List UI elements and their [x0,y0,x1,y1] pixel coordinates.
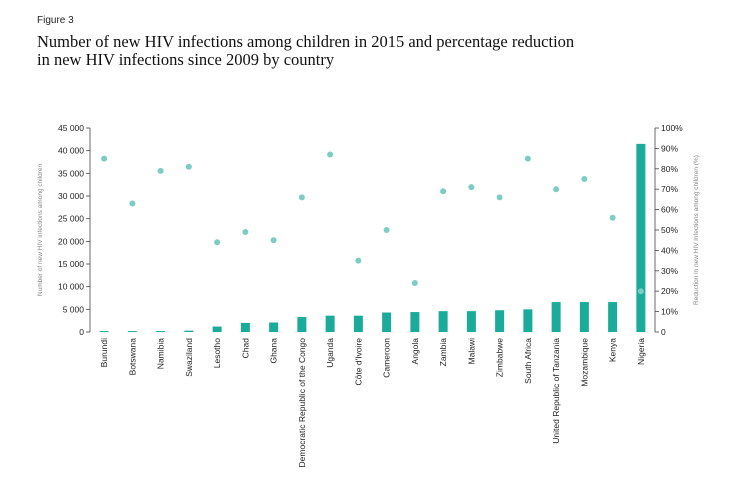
category-label: Lesotho [212,338,222,369]
bar [353,315,363,332]
left-tick-label: 45 000 [58,123,84,133]
y-axis-title: Number of new HIV infections among child… [37,164,44,297]
category-label: Botswana [127,338,137,376]
bar [184,330,194,332]
left-tick-label: 10 000 [58,282,84,292]
bar [410,312,420,332]
category-label: Ghana [269,338,279,364]
category-label: Democratic Republic of the Congo [297,338,307,468]
left-axis: 0 5 000 10 000 15 000 20 000 25 000 30 000 35 0… [58,123,91,337]
category-label: Côte d'Ivoire [353,338,363,386]
category-label: Uganda [325,338,335,368]
reduction-dot [411,280,418,287]
right-tick-label: 80% [661,164,678,174]
category-label: Namibia [156,338,166,369]
bar [466,311,476,332]
right-axis: 0 10% 20% 30% 40% 50% 60% 70% 80% 90% 100% [654,123,683,337]
bar [551,302,561,332]
left-tick-label: 5 000 [63,304,85,314]
left-tick-label: 25 000 [58,214,84,224]
bar [608,302,618,332]
reduction-dot [185,163,192,170]
category-label: Zimbabwe [495,338,505,377]
reduction-dot [468,184,475,191]
reduction-dot [383,227,390,233]
category-label: Zambia [438,338,448,367]
category-labels: Burundi Botswana Namibia Swaziland Lesotho Ch… [99,338,646,468]
left-tick-label: 30 000 [58,191,84,201]
category-label: South Africa [523,338,533,384]
category-label: Chad [240,338,250,359]
bar [297,317,307,332]
dot-series [101,151,644,295]
bar [495,310,505,332]
bar [438,311,448,332]
category-label: Malawi [466,338,476,365]
reduction-dot [101,155,108,162]
category-label: Cameroon [382,338,392,378]
chart-title: Number of new HIV infections among child… [37,33,677,69]
right-tick-label: 70% [661,184,678,194]
bar [325,315,335,332]
bar [99,331,109,333]
reduction-dot [637,288,644,295]
right-tick-label: 0 [661,327,666,337]
reduction-dot [440,188,447,195]
category-label: Burundi [99,338,109,367]
bar [636,143,646,332]
reduction-dot [553,186,560,193]
reduction-dot [355,257,362,264]
category-label: United Republic of Tanzania [551,338,561,444]
reduction-dot [524,155,531,162]
right-tick-label: 30% [661,266,678,276]
reduction-dot [581,176,588,182]
left-tick-label: 0 [79,327,84,337]
left-tick-label: 40 000 [58,146,84,156]
right-tick-label: 20% [661,286,678,296]
left-tick-label: 20 000 [58,236,84,246]
bar [240,322,250,332]
bar-series [99,143,646,333]
y2-axis-title: Reduction in new HIV infections among ch… [693,155,700,305]
reduction-dot [496,194,503,201]
left-tick-label: 15 000 [58,259,84,269]
reduction-dot [214,239,221,246]
bar [127,331,137,333]
right-tick-label: 10% [661,307,678,317]
chart-title-line-2: in new HIV infections since 2009 by coun… [37,50,335,69]
category-label: Mozambique [579,338,589,387]
bar [269,322,279,332]
right-tick-label: 50% [661,225,678,235]
category-label: Nigeria [636,338,646,365]
category-label: Angola [410,338,420,365]
reduction-dot [129,200,136,207]
right-tick-label: 90% [661,143,678,153]
chart-title-line-1: Number of new HIV infections among child… [37,32,575,51]
right-tick-label: 40% [661,245,678,255]
left-tick-label: 35 000 [58,168,84,178]
bar [382,312,392,332]
right-tick-label: 100% [661,123,683,133]
reduction-dot [609,214,616,221]
category-label: Kenya [608,338,618,362]
figure-label: Figure 3 [37,15,74,26]
bar [579,302,589,332]
bar [156,331,166,333]
reduction-dot [242,229,249,236]
reduction-dot [270,237,277,244]
reduction-dot [157,167,164,174]
reduction-dot [327,151,334,158]
right-tick-label: 60% [661,205,678,215]
bar [523,309,533,332]
reduction-dot [298,194,305,201]
category-label: Swaziland [184,338,194,377]
bar [212,326,222,332]
